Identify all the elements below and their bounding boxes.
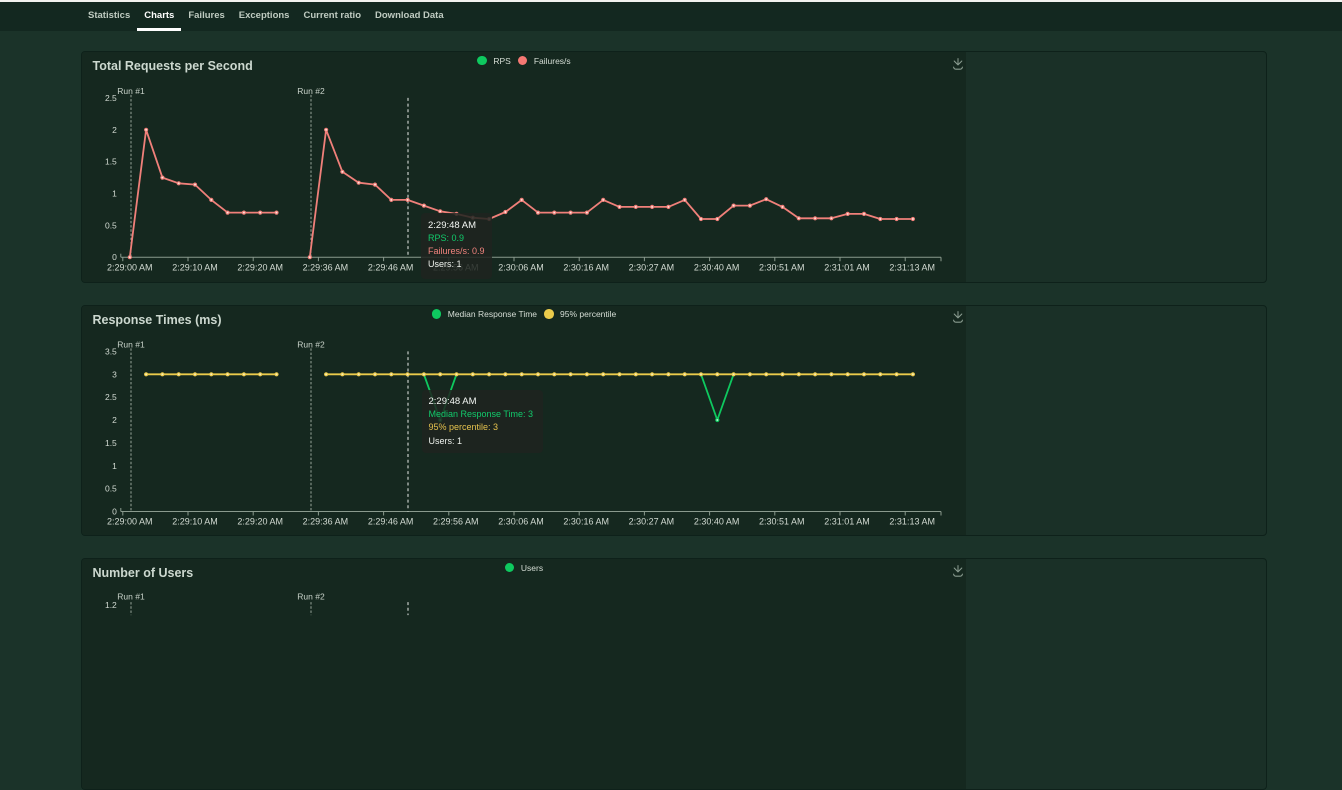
svg-text:2:29:10 AM: 2:29:10 AM xyxy=(172,262,218,272)
svg-text:0: 0 xyxy=(112,252,117,262)
svg-text:2:30:51 AM: 2:30:51 AM xyxy=(759,262,805,272)
svg-text:Run #2: Run #2 xyxy=(297,86,325,96)
svg-text:2:30:06 AM: 2:30:06 AM xyxy=(498,516,544,526)
svg-text:2:30:16 AM: 2:30:16 AM xyxy=(563,516,609,526)
svg-text:1.2: 1.2 xyxy=(105,600,117,610)
svg-text:2:30:27 AM: 2:30:27 AM xyxy=(629,262,675,272)
svg-text:2:30:40 AM: 2:30:40 AM xyxy=(694,516,740,526)
svg-text:2:29:00 AM: 2:29:00 AM xyxy=(107,262,153,272)
svg-text:2:29:00 AM: 2:29:00 AM xyxy=(107,516,153,526)
svg-text:1: 1 xyxy=(112,189,117,199)
svg-text:0.5: 0.5 xyxy=(105,220,117,230)
svg-text:2:29:10 AM: 2:29:10 AM xyxy=(172,516,218,526)
svg-text:2:29:46 AM: 2:29:46 AM xyxy=(368,516,414,526)
svg-text:2:30:06 AM: 2:30:06 AM xyxy=(498,262,544,272)
svg-text:2:31:13 AM: 2:31:13 AM xyxy=(889,262,935,272)
svg-text:Run #1: Run #1 xyxy=(117,339,145,349)
svg-text:2.5: 2.5 xyxy=(105,392,117,402)
svg-text:0: 0 xyxy=(112,506,117,516)
svg-text:3.5: 3.5 xyxy=(105,346,117,356)
svg-text:2:29:20 AM: 2:29:20 AM xyxy=(237,262,283,272)
svg-text:0.5: 0.5 xyxy=(105,483,117,493)
svg-text:1: 1 xyxy=(112,460,117,470)
svg-text:2:31:01 AM: 2:31:01 AM xyxy=(824,516,870,526)
svg-text:2:30:16 AM: 2:30:16 AM xyxy=(563,262,609,272)
svg-text:2: 2 xyxy=(112,125,117,135)
svg-text:2:30:51 AM: 2:30:51 AM xyxy=(759,516,805,526)
svg-text:2:29:36 AM: 2:29:36 AM xyxy=(303,516,349,526)
svg-text:2:30:40 AM: 2:30:40 AM xyxy=(694,262,740,272)
svg-text:2:29:20 AM: 2:29:20 AM xyxy=(237,516,283,526)
svg-text:2.5: 2.5 xyxy=(105,93,117,103)
svg-text:2:29:36 AM: 2:29:36 AM xyxy=(303,262,349,272)
svg-text:Run #1: Run #1 xyxy=(117,86,145,96)
svg-text:2:29:46 AM: 2:29:46 AM xyxy=(368,262,414,272)
svg-text:2:29:56 AM: 2:29:56 AM xyxy=(433,516,479,526)
svg-text:Run #2: Run #2 xyxy=(297,592,325,602)
svg-text:Run #1: Run #1 xyxy=(117,592,145,602)
svg-text:1.5: 1.5 xyxy=(105,437,117,447)
svg-text:3: 3 xyxy=(112,369,117,379)
svg-text:2:31:01 AM: 2:31:01 AM xyxy=(824,262,870,272)
svg-text:2:30:27 AM: 2:30:27 AM xyxy=(629,516,675,526)
svg-text:1.5: 1.5 xyxy=(105,157,117,167)
svg-text:2: 2 xyxy=(112,415,117,425)
svg-text:2:31:13 AM: 2:31:13 AM xyxy=(889,516,935,526)
svg-text:Run #2: Run #2 xyxy=(297,339,325,349)
